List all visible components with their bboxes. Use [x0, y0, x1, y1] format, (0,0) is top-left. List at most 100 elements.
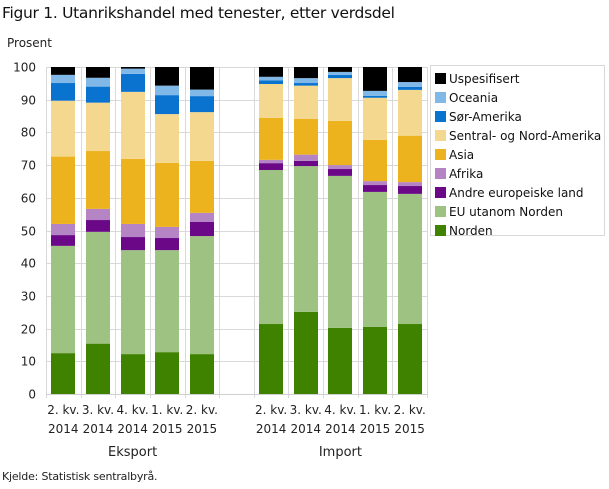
bar-segment-asia[interactable] — [51, 156, 75, 224]
bar-segment-asia[interactable] — [155, 162, 179, 227]
legend-item[interactable]: Andre europeiske land — [435, 183, 604, 202]
bar-segment-sør-amerika[interactable] — [121, 73, 145, 92]
bar-segment-sentral-og-nord-amerika[interactable] — [294, 85, 318, 119]
bar-segment-oceania[interactable] — [51, 74, 75, 84]
bar-segment-sør-amerika[interactable] — [86, 86, 110, 103]
bar-segment-uspesifisert[interactable] — [51, 67, 75, 75]
bar-segment-sør-amerika[interactable] — [294, 83, 318, 86]
bar-segment-eu-utanom-norden[interactable] — [398, 193, 422, 325]
bar-segment-eu-utanom-norden[interactable] — [328, 175, 352, 328]
bar-segment-andre-europeiske-land[interactable] — [328, 169, 352, 176]
bar-segment-eu-utanom-norden[interactable] — [155, 250, 179, 353]
bar-segment-uspesifisert[interactable] — [294, 67, 318, 79]
legend-item[interactable]: Oceania — [435, 88, 604, 107]
bar-segment-sentral-og-nord-amerika[interactable] — [259, 84, 283, 119]
bar-segment-andre-europeiske-land[interactable] — [51, 235, 75, 246]
bar-segment-afrika[interactable] — [51, 223, 75, 236]
bar-segment-asia[interactable] — [121, 158, 145, 224]
bar-segment-afrika[interactable] — [328, 165, 352, 170]
bar-segment-uspesifisert[interactable] — [190, 67, 214, 90]
bar-segment-uspesifisert[interactable] — [363, 67, 387, 91]
bar-segment-norden[interactable] — [155, 352, 179, 394]
bar-segment-sør-amerika[interactable] — [398, 86, 422, 90]
bar-segment-asia[interactable] — [294, 118, 318, 155]
bar-segment-sentral-og-nord-amerika[interactable] — [398, 89, 422, 136]
bar-segment-eu-utanom-norden[interactable] — [121, 250, 145, 355]
bar-segment-sentral-og-nord-amerika[interactable] — [190, 112, 214, 161]
bar-segment-uspesifisert[interactable] — [86, 67, 110, 78]
bar-segment-sør-amerika[interactable] — [259, 80, 283, 85]
bar-segment-norden[interactable] — [121, 354, 145, 394]
legend-item[interactable]: Sentral- og Nord-Amerika — [435, 126, 604, 145]
bar-segment-oceania[interactable] — [259, 76, 283, 81]
bar-segment-eu-utanom-norden[interactable] — [86, 231, 110, 344]
bar-segment-afrika[interactable] — [363, 181, 387, 186]
bar-segment-norden[interactable] — [259, 324, 283, 394]
bar-segment-norden[interactable] — [51, 353, 75, 394]
bar-segment-norden[interactable] — [398, 324, 422, 394]
bar-segment-uspesifisert[interactable] — [121, 67, 145, 69]
legend-item[interactable]: Sør-Amerika — [435, 107, 604, 126]
bar-segment-eu-utanom-norden[interactable] — [51, 245, 75, 354]
bar-segment-asia[interactable] — [398, 135, 422, 183]
bar-segment-sentral-og-nord-amerika[interactable] — [155, 114, 179, 163]
bar-segment-oceania[interactable] — [363, 90, 387, 96]
bar-segment-oceania[interactable] — [121, 68, 145, 74]
bar-segment-andre-europeiske-land[interactable] — [155, 238, 179, 251]
legend-item[interactable]: Asia — [435, 145, 604, 164]
bar-segment-oceania[interactable] — [328, 71, 352, 75]
bar-segment-sentral-og-nord-amerika[interactable] — [86, 102, 110, 152]
bar-segment-eu-utanom-norden[interactable] — [294, 166, 318, 312]
bar-segment-andre-europeiske-land[interactable] — [294, 160, 318, 167]
bar-segment-sentral-og-nord-amerika[interactable] — [51, 100, 75, 157]
bar-segment-andre-europeiske-land[interactable] — [86, 220, 110, 232]
bar-segment-oceania[interactable] — [155, 85, 179, 96]
bar-segment-andre-europeiske-land[interactable] — [398, 186, 422, 194]
legend-item[interactable]: EU utanom Norden — [435, 202, 604, 221]
bar-segment-sentral-og-nord-amerika[interactable] — [121, 91, 145, 159]
legend-item[interactable]: Afrika — [435, 164, 604, 183]
bar-segment-norden[interactable] — [363, 326, 387, 394]
bar-segment-andre-europeiske-land[interactable] — [121, 237, 145, 251]
bar-segment-uspesifisert[interactable] — [259, 67, 283, 77]
bar-segment-asia[interactable] — [328, 120, 352, 166]
bar-segment-afrika[interactable] — [294, 154, 318, 161]
bar-segment-sentral-og-nord-amerika[interactable] — [328, 78, 352, 121]
bar-segment-andre-europeiske-land[interactable] — [363, 185, 387, 192]
bar-segment-sør-amerika[interactable] — [363, 95, 387, 98]
bar-segment-norden[interactable] — [86, 343, 110, 394]
bar-segment-uspesifisert[interactable] — [398, 67, 422, 83]
bar-segment-afrika[interactable] — [190, 212, 214, 222]
bar-segment-sentral-og-nord-amerika[interactable] — [363, 97, 387, 140]
legend-item[interactable]: Norden — [435, 221, 604, 240]
bar-segment-asia[interactable] — [259, 118, 283, 160]
bar-segment-afrika[interactable] — [121, 223, 145, 238]
bar-segment-sør-amerika[interactable] — [190, 96, 214, 113]
bar-segment-asia[interactable] — [86, 151, 110, 209]
bar-segment-eu-utanom-norden[interactable] — [259, 170, 283, 325]
bar-segment-norden[interactable] — [190, 354, 214, 394]
bar-segment-afrika[interactable] — [398, 182, 422, 187]
bar-segment-eu-utanom-norden[interactable] — [363, 191, 387, 327]
bar-segment-andre-europeiske-land[interactable] — [259, 163, 283, 171]
bar-segment-sør-amerika[interactable] — [51, 83, 75, 101]
bar-segment-afrika[interactable] — [259, 159, 283, 164]
bar-segment-asia[interactable] — [363, 139, 387, 182]
bar-segment-eu-utanom-norden[interactable] — [190, 236, 214, 355]
bar-segment-norden[interactable] — [294, 311, 318, 394]
bar-segment-oceania[interactable] — [86, 77, 110, 87]
bar-segment-oceania[interactable] — [294, 78, 318, 84]
legend-item[interactable]: Uspesifisert — [435, 69, 604, 88]
bar-segment-sør-amerika[interactable] — [155, 95, 179, 115]
bar-segment-uspesifisert[interactable] — [328, 67, 352, 72]
x-tick-label-quarter: 2. kv. — [186, 403, 218, 417]
bar-segment-afrika[interactable] — [155, 226, 179, 239]
bar-segment-afrika[interactable] — [86, 208, 110, 221]
bar-segment-uspesifisert[interactable] — [155, 67, 179, 86]
bar-segment-andre-europeiske-land[interactable] — [190, 221, 214, 237]
bar-segment-oceania[interactable] — [190, 89, 214, 97]
bar-segment-asia[interactable] — [190, 160, 214, 213]
bar-segment-norden[interactable] — [328, 327, 352, 394]
bar-segment-sør-amerika[interactable] — [328, 74, 352, 79]
bar-segment-oceania[interactable] — [398, 82, 422, 87]
